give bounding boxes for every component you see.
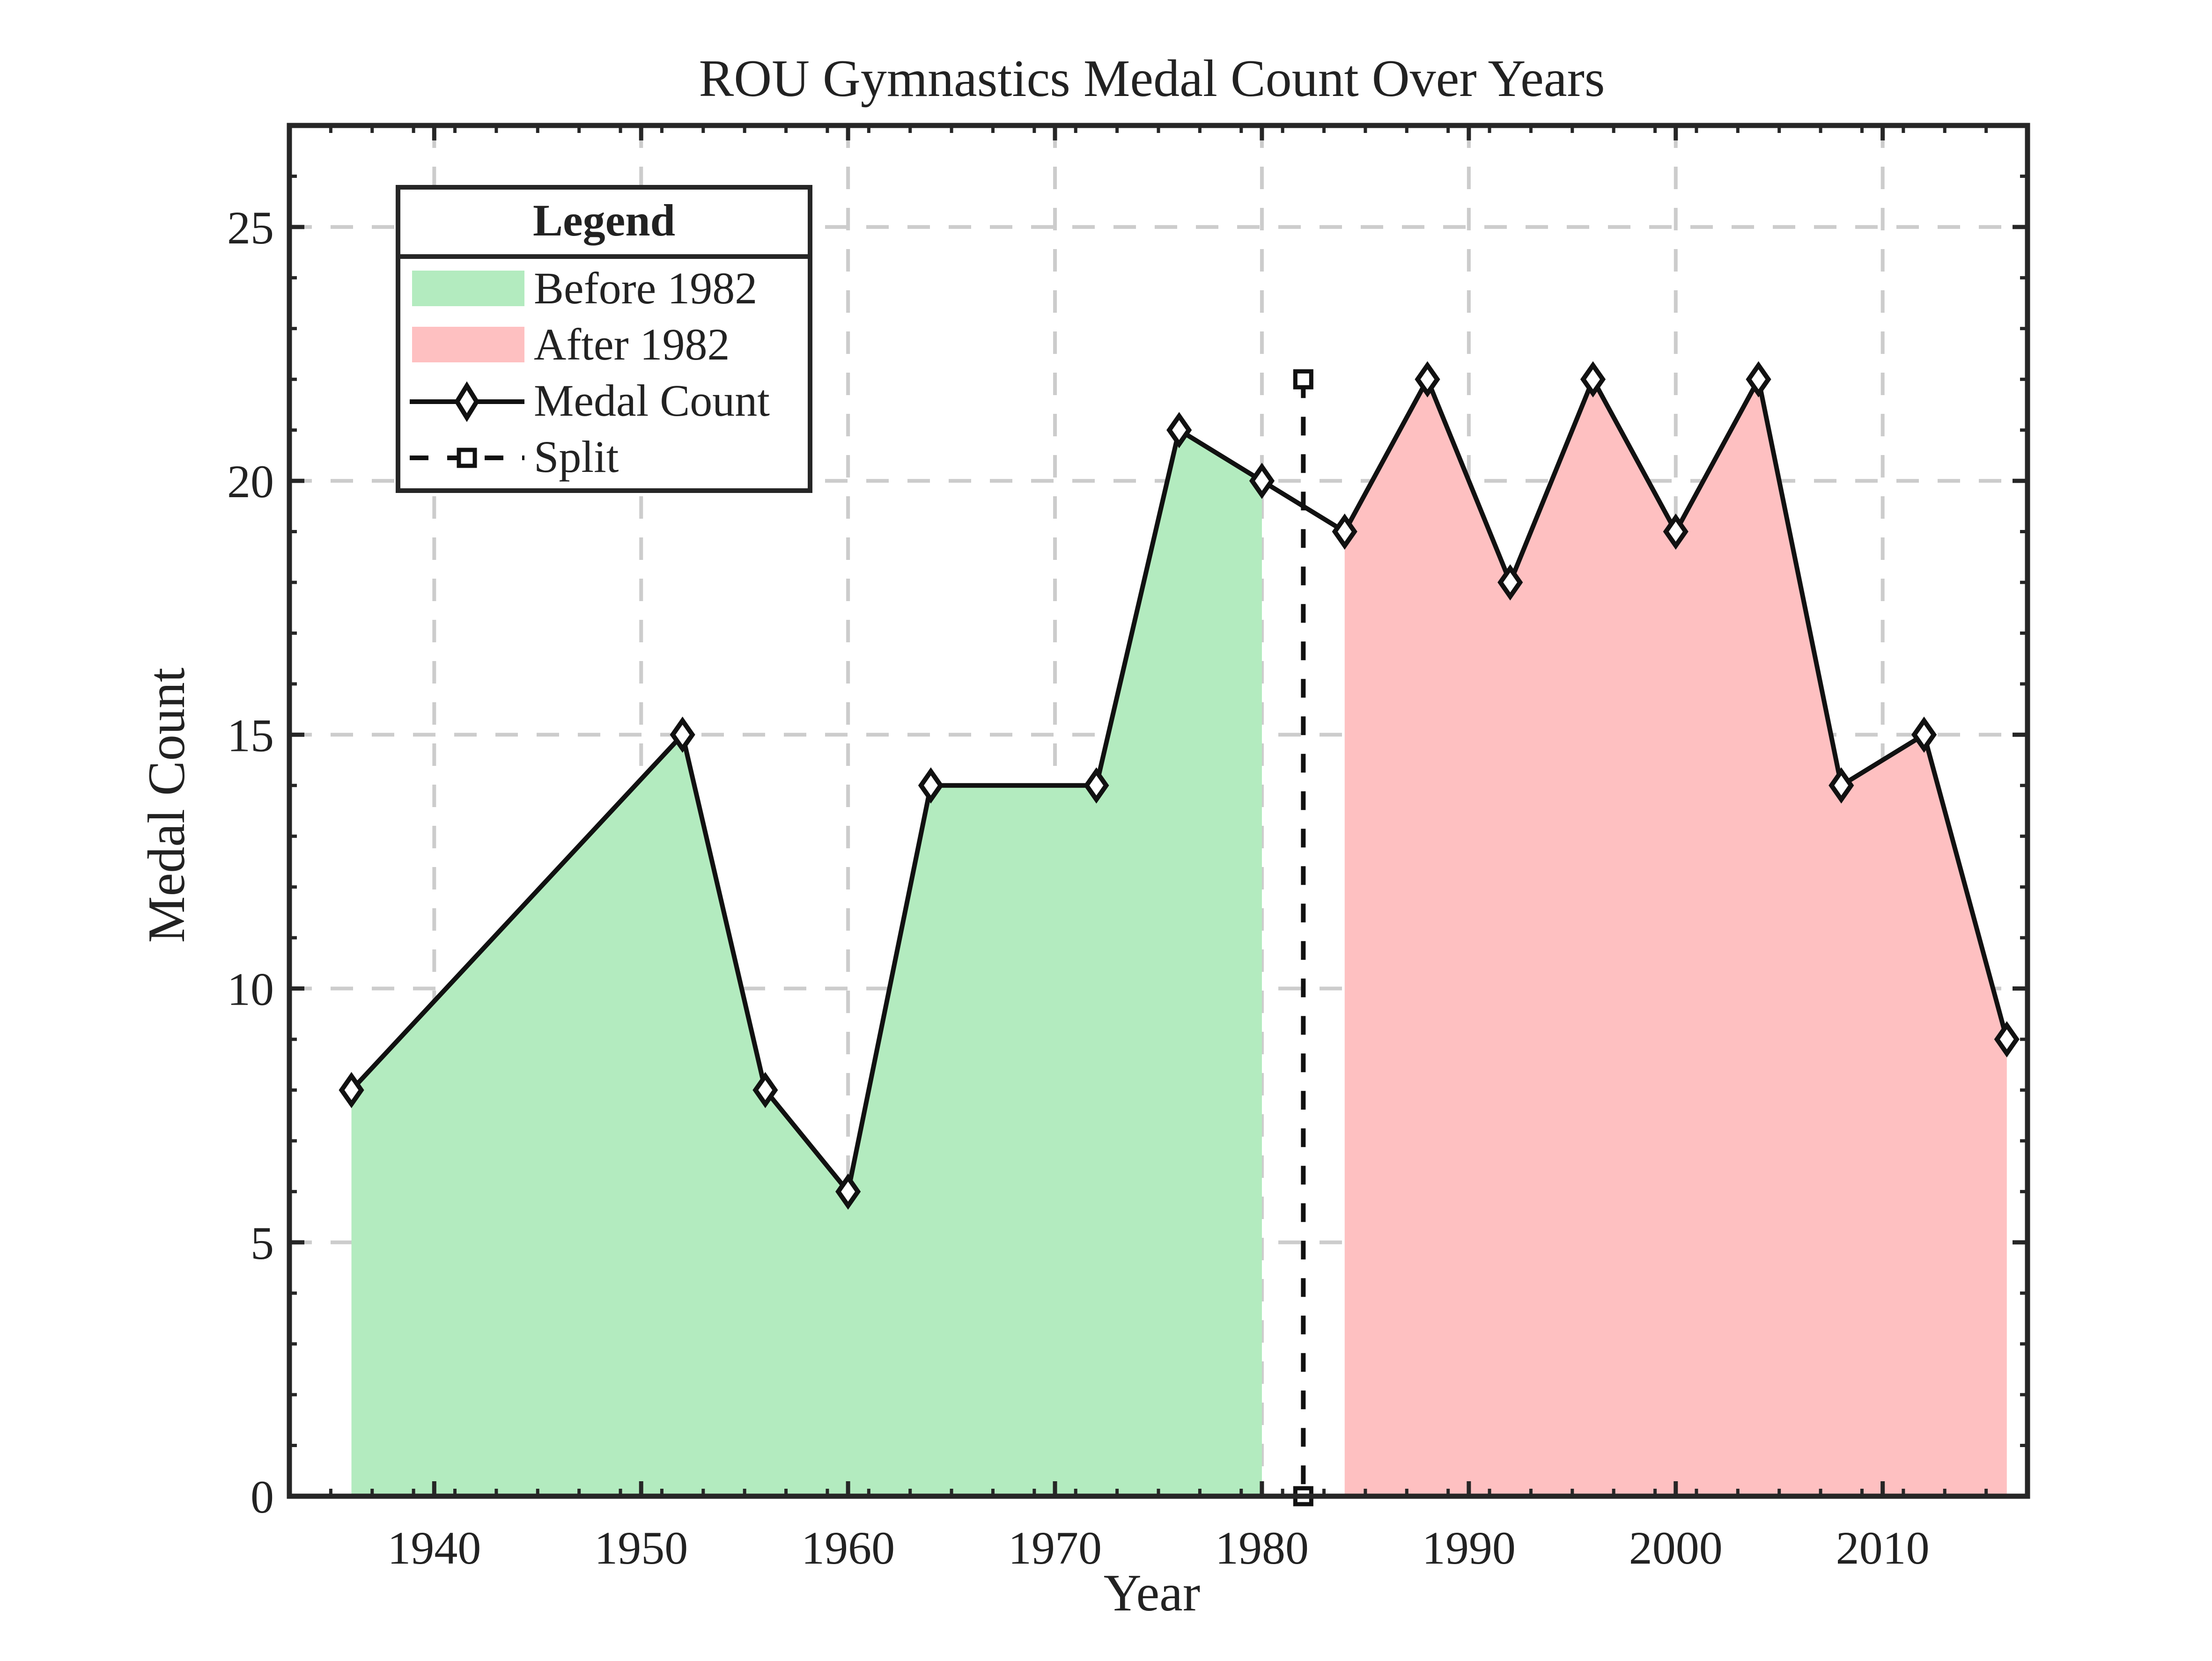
legend-label-split: Split [534, 432, 619, 482]
y-tick-label: 15 [227, 709, 274, 761]
x-tick-label: 2000 [1629, 1522, 1723, 1574]
x-tick-label: 1990 [1422, 1522, 1516, 1574]
data-point [1084, 767, 1109, 804]
data-point [1415, 361, 1440, 397]
tick-labels: 1940 1950 1960 1970 1980 1990 2000 2010 0 5 10 15 20… [227, 202, 1930, 1574]
data-point [1497, 564, 1523, 601]
data-point [1663, 513, 1688, 550]
y-tick-label: 20 [227, 456, 274, 507]
chart-title: ROU Gymnastics Medal Count Over Years [699, 50, 1605, 108]
x-tick-label: 1980 [1215, 1522, 1309, 1574]
x-tick-label: 1960 [801, 1522, 895, 1574]
area-before-1982 [351, 430, 1262, 1496]
y-tick-label: 5 [251, 1217, 274, 1269]
area-after-1982 [1344, 379, 2007, 1497]
data-point [339, 1072, 364, 1109]
data-point [752, 1072, 778, 1109]
x-axis-label: Year [1104, 1564, 1200, 1622]
x-tick-label: 2010 [1836, 1522, 1930, 1574]
data-point [918, 767, 944, 804]
data-point [1166, 412, 1192, 448]
data-point [1332, 513, 1357, 550]
legend-marker-diamond [454, 381, 479, 422]
legend-title: Legend [533, 195, 675, 245]
legend-swatch-before [412, 271, 524, 306]
split-marker-square [1293, 369, 1313, 390]
legend-label-after: After 1982 [534, 319, 730, 369]
data-point [1911, 716, 1937, 753]
legend: Legend Before 1982 After 1982 Medal Coun… [396, 185, 812, 493]
y-tick-label: 25 [227, 202, 274, 254]
y-axis-label: Medal Count [138, 668, 196, 943]
data-point [1994, 1021, 2020, 1058]
legend-label-before: Before 1982 [534, 263, 757, 313]
data-point [1580, 361, 1606, 397]
y-tick-label: 0 [251, 1471, 274, 1523]
data-point [1829, 767, 1854, 804]
x-tick-label: 1940 [387, 1522, 481, 1574]
medal-count-series [339, 361, 2020, 1210]
data-point [1249, 463, 1275, 499]
data-point [835, 1173, 861, 1210]
y-tick-label: 10 [227, 963, 274, 1015]
legend-label-medal-count: Medal Count [534, 375, 770, 426]
legend-swatch-after [412, 327, 524, 362]
data-point [670, 716, 695, 753]
axes [287, 123, 2030, 1499]
legend-marker-square [457, 448, 477, 468]
area-fills [351, 379, 2007, 1497]
data-point [1746, 361, 1771, 397]
x-tick-label: 1950 [594, 1522, 688, 1574]
x-tick-label: 1970 [1008, 1522, 1102, 1574]
